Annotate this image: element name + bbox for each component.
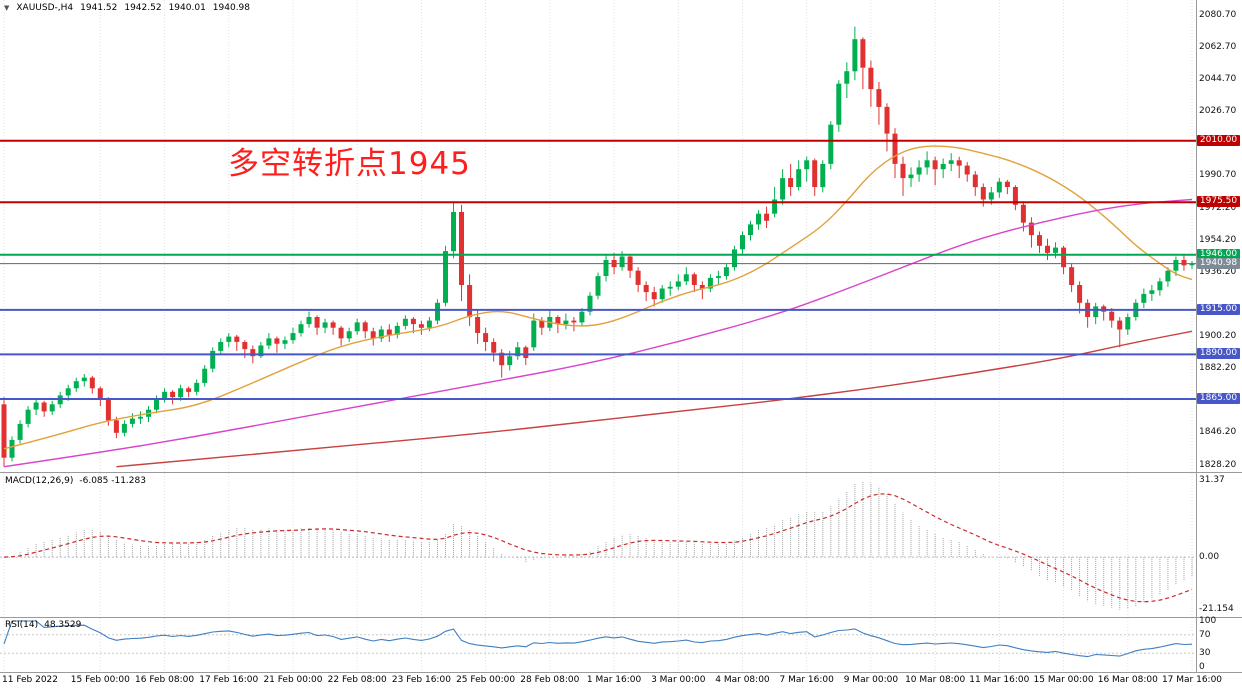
panel-separator[interactable]: [0, 472, 1242, 473]
macd-tick-label: 0.00: [1199, 552, 1220, 563]
panel-separator[interactable]: [0, 617, 1242, 618]
time-axis-label: 28 Feb 08:00: [520, 675, 580, 685]
price-tick-label: 2026.70: [1199, 105, 1237, 116]
macd-axis[interactable]: 31.37 0.00 -21.154: [1196, 473, 1242, 617]
price-tick-label: 1882.20: [1199, 363, 1237, 374]
time-axis-label: 1 Mar 16:00: [586, 675, 642, 685]
price-tick-label: 1900.20: [1199, 331, 1237, 342]
price-tick-label: 2062.70: [1199, 41, 1237, 52]
time-axis-label: 17 Mar 16:00: [1161, 675, 1223, 685]
rsi-panel-canvas[interactable]: [0, 618, 1196, 672]
rsi-tick-label: 0: [1199, 662, 1205, 672]
time-axis[interactable]: 11 Feb 2022 15 Feb 00:00 16 Feb 08:00 17 Fe…: [0, 673, 1242, 688]
price-level-badge: 1946.00: [1197, 248, 1240, 260]
macd-values: -6.085 -11.283: [79, 476, 146, 486]
price-level-badge: 1890.00: [1197, 348, 1240, 360]
time-axis-label: 7 Mar 16:00: [779, 675, 834, 685]
panel-separator: [0, 672, 1242, 673]
time-axis-label: 17 Feb 16:00: [199, 675, 259, 685]
rsi-indicator-label: RSI(14) 48.3529: [5, 620, 81, 630]
price-level-badge: 1865.00: [1197, 392, 1240, 404]
price-tick-label: 1828.20: [1199, 459, 1237, 470]
main-chart-canvas[interactable]: [0, 0, 1196, 472]
rsi-line: [3, 620, 1193, 658]
macd-panel-canvas[interactable]: [0, 473, 1196, 617]
price-tick-label: 2080.70: [1199, 9, 1237, 20]
time-axis-label: 10 Mar 08:00: [905, 675, 966, 685]
time-axis-label: 16 Mar 08:00: [1097, 675, 1158, 685]
ohlc-low: 1940.01: [168, 3, 206, 13]
macd-name: MACD(12,26,9): [5, 476, 74, 486]
ohlc-close: 1940.98: [212, 3, 251, 13]
time-axis-label: 25 Feb 00:00: [456, 675, 516, 685]
macd-tick-label: 31.37: [1199, 474, 1225, 485]
time-axis-label: 4 Mar 08:00: [715, 675, 770, 685]
price-tick-label: 2044.70: [1199, 73, 1237, 84]
time-axis-label: 11 Feb 2022: [2, 675, 59, 685]
price-tick-label: 1972.20: [1199, 203, 1237, 214]
price-tick-label: 1846.20: [1199, 427, 1237, 438]
macd-tick-label: -21.154: [1199, 604, 1234, 615]
macd-signal-line: [3, 493, 1193, 603]
price-level-badge: 1915.00: [1197, 303, 1240, 315]
price-tick-label: 1954.20: [1199, 235, 1237, 246]
price-axis[interactable]: 2080.70 2062.70 2044.70 2026.70 1990.70 1972.…: [1196, 0, 1242, 472]
time-axis-label: 22 Feb 08:00: [327, 675, 387, 685]
chart-annotation-text: 多空转折点1945: [228, 146, 471, 182]
current-price-badge: 1940.98: [1197, 257, 1240, 269]
price-tick-label: 1990.70: [1199, 170, 1237, 181]
time-axis-label: 21 Feb 00:00: [263, 675, 323, 685]
time-axis-label: 16 Feb 08:00: [135, 675, 195, 685]
time-axis-label: 15 Feb 00:00: [70, 675, 130, 685]
rsi-axis[interactable]: 100 70 30 0: [1196, 616, 1242, 672]
time-axis-label: 9 Mar 00:00: [843, 675, 899, 685]
collapse-chart-icon[interactable]: ▼: [4, 4, 10, 12]
chart-info-bar: ▼ XAUUSD-,H4 1941.52 1942.52 1940.01 194…: [4, 3, 250, 13]
time-axis-label: 23 Feb 16:00: [391, 675, 451, 685]
symbol-timeframe-label: XAUUSD-,H4: [16, 3, 74, 13]
ma-mid-magenta: [3, 198, 1193, 468]
rsi-tick-label: 30: [1199, 648, 1211, 659]
ohlc-open: 1941.52: [80, 3, 118, 13]
macd-indicator-label: MACD(12,26,9) -6.085 -11.283: [5, 476, 146, 486]
rsi-tick-label: 100: [1199, 616, 1217, 626]
rsi-value: 48.3529: [44, 620, 82, 630]
ma-fast-orange: [3, 145, 1193, 450]
time-axis-label: 11 Mar 16:00: [969, 675, 1030, 685]
price-tick-label: 1936.20: [1199, 267, 1237, 278]
price-axis-border: [1196, 0, 1197, 673]
ohlc-high: 1942.52: [124, 3, 162, 13]
time-axis-label: 15 Mar 00:00: [1033, 675, 1094, 685]
rsi-tick-label: 70: [1199, 629, 1211, 640]
price-level-badge: 1975.50: [1197, 196, 1240, 208]
rsi-name: RSI(14): [5, 620, 39, 630]
price-level-badge: 2010.00: [1197, 134, 1240, 146]
ma-slow-red: [116, 330, 1193, 468]
time-axis-label: 3 Mar 00:00: [651, 675, 706, 685]
